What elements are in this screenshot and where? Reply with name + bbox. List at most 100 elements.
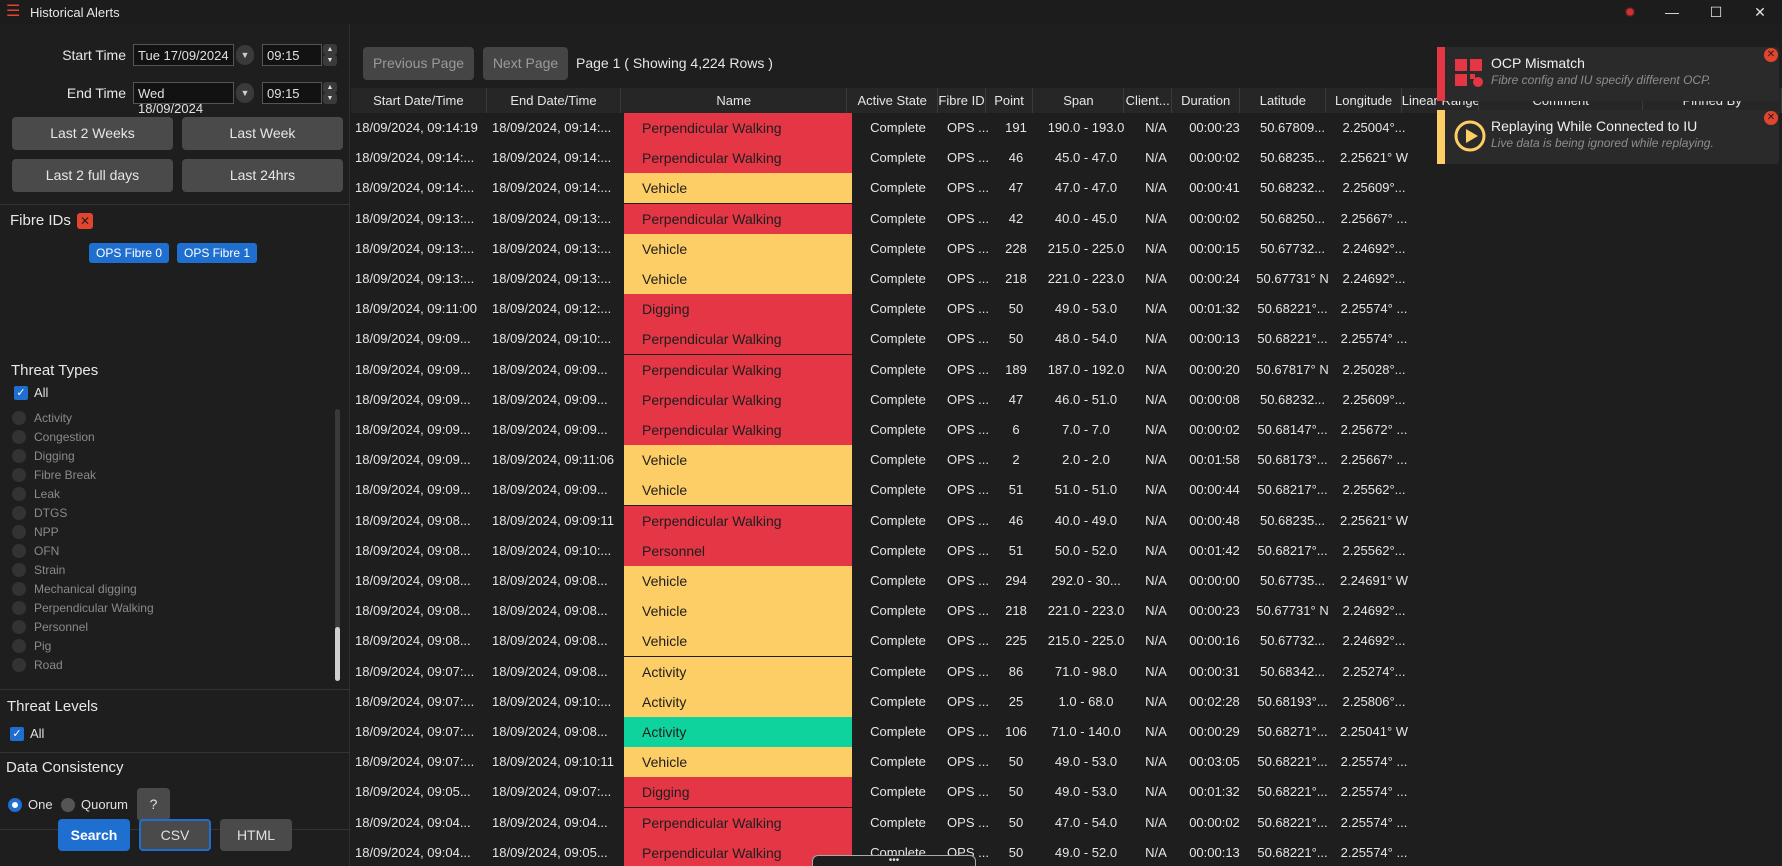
table-cell: 189 <box>1005 361 1027 377</box>
previous-page-button[interactable]: Previous Page <box>363 47 474 80</box>
table-row[interactable]: 18/09/2024, 09:14:... 18/09/2024, 09:14:.… <box>351 143 1412 174</box>
consistency-quorum-radio[interactable]: Quorum <box>61 797 128 812</box>
table-row[interactable]: 18/09/2024, 09:09... 18/09/2024, 09:11:06… <box>351 445 1412 476</box>
table-row[interactable]: 18/09/2024, 09:05... 18/09/2024, 09:07:..… <box>351 777 1412 808</box>
table-cell: Complete <box>870 693 926 709</box>
table-row[interactable]: 18/09/2024, 09:07:... 18/09/2024, 09:10:1… <box>351 747 1412 778</box>
last-week-button[interactable]: Last Week <box>182 117 343 150</box>
threat-list-scrollbar[interactable] <box>335 409 340 681</box>
search-button[interactable]: Search <box>58 819 130 851</box>
table-cell: 00:00:23 <box>1189 603 1240 619</box>
table-cell: 18/09/2024, 09:10:11 <box>492 754 614 770</box>
end-date-dropdown[interactable]: ▼ <box>236 83 254 103</box>
table-row[interactable]: 18/09/2024, 09:08... 18/09/2024, 09:08...… <box>351 566 1412 596</box>
table-cell: 50.68193°... <box>1257 693 1328 709</box>
start-date-dropdown[interactable]: ▼ <box>236 45 254 65</box>
end-time-field[interactable]: 09:15 <box>262 82 322 104</box>
table-cell: N/A <box>1145 693 1167 709</box>
minimize-button[interactable]: — <box>1665 4 1679 20</box>
column-header[interactable]: Longitude <box>1326 88 1402 113</box>
column-header[interactable]: Client... <box>1124 88 1172 113</box>
table-cell: Vehicle <box>624 747 852 778</box>
table-row[interactable]: 18/09/2024, 09:04... 18/09/2024, 09:05...… <box>351 837 1412 866</box>
notification-ocp-mismatch[interactable]: OCP Mismatch Fibre config and IU specify… <box>1437 47 1779 101</box>
next-page-button[interactable]: Next Page <box>483 47 568 80</box>
table-row[interactable]: 18/09/2024, 09:11:00 18/09/2024, 09:12:..… <box>351 294 1412 325</box>
threat-type-item[interactable]: Congestion <box>12 427 332 446</box>
table-cell: 106 <box>1005 724 1027 739</box>
table-cell: 2.25574° ... <box>1340 754 1408 770</box>
threat-type-item[interactable]: NPP <box>12 522 332 541</box>
table-row[interactable]: 18/09/2024, 09:09... 18/09/2024, 09:09...… <box>351 415 1412 445</box>
column-header[interactable]: Span <box>1033 88 1125 113</box>
threat-type-item[interactable]: Mechanical digging <box>12 579 332 598</box>
table-row[interactable]: 18/09/2024, 09:07:... 18/09/2024, 09:08..… <box>351 717 1412 747</box>
table-cell: 215.0 - 225.0 <box>1047 240 1125 256</box>
threat-type-item[interactable]: Leak <box>12 484 332 503</box>
table-cell: 18/09/2024, 09:04... <box>355 844 471 860</box>
table-row[interactable]: 18/09/2024, 09:09... 18/09/2024, 09:09...… <box>351 354 1412 385</box>
table-cell: Complete <box>870 512 926 528</box>
column-header[interactable]: Fibre ID <box>938 88 986 113</box>
threat-type-item[interactable]: Personnel <box>12 617 332 636</box>
table-row[interactable]: 18/09/2024, 09:08... 18/09/2024, 09:10:..… <box>351 535 1412 566</box>
table-row[interactable]: 18/09/2024, 09:07:... 18/09/2024, 09:08..… <box>351 656 1412 687</box>
threat-type-item[interactable]: Fibre Break <box>12 465 332 484</box>
close-button[interactable]: ✕ <box>1754 3 1766 20</box>
column-header[interactable]: End Date/Time <box>487 88 622 113</box>
threat-type-item[interactable]: Strain <box>12 560 332 579</box>
table-row[interactable]: 18/09/2024, 09:09... 18/09/2024, 09:09...… <box>351 384 1412 415</box>
column-header[interactable]: Latitude <box>1240 88 1327 113</box>
table-row[interactable]: 18/09/2024, 09:08... 18/09/2024, 09:08...… <box>351 596 1412 627</box>
column-header[interactable]: Duration <box>1172 88 1241 113</box>
column-header[interactable]: Active State <box>847 88 939 113</box>
bug-icon[interactable]: ✹ <box>1624 3 1636 20</box>
last-24hrs-button[interactable]: Last 24hrs <box>182 159 343 192</box>
help-button[interactable]: ? <box>137 788 170 821</box>
table-cell: 47.0 - 47.0 <box>1054 180 1118 196</box>
csv-button[interactable]: CSV <box>139 819 211 851</box>
table-row[interactable]: 18/09/2024, 09:14:19 18/09/2024, 09:14:..… <box>351 113 1412 143</box>
end-time-spinner[interactable]: ▲ ▼ <box>323 82 337 104</box>
table-row[interactable]: 18/09/2024, 09:08... 18/09/2024, 09:09:11… <box>351 505 1412 536</box>
table-row[interactable]: 18/09/2024, 09:07:... 18/09/2024, 09:10:.… <box>351 686 1412 717</box>
threat-type-item[interactable]: OFN <box>12 541 332 560</box>
threat-type-item[interactable]: Activity <box>12 408 332 427</box>
end-date-field[interactable]: Wed 18/09/2024 <box>133 82 234 116</box>
threat-type-item[interactable]: Pig <box>12 636 332 655</box>
threat-type-item[interactable]: Digging <box>12 446 332 465</box>
maximize-button[interactable]: ☐ <box>1709 3 1723 20</box>
start-time-spinner[interactable]: ▲ ▼ <box>323 44 337 66</box>
threat-type-item[interactable]: Road <box>12 655 332 674</box>
fibre-chip[interactable]: OPS Fibre 1 <box>177 243 258 263</box>
table-cell: 00:00:24 <box>1189 271 1240 286</box>
column-header[interactable]: Name <box>621 88 848 113</box>
clear-fibre-icon[interactable]: ✕ <box>77 213 93 229</box>
consistency-one-radio[interactable]: One <box>8 797 53 812</box>
notification-replaying[interactable]: Replaying While Connected to IU Live dat… <box>1437 110 1779 164</box>
column-header[interactable]: Start Date/Time <box>351 88 487 113</box>
column-header[interactable]: Point <box>986 88 1034 113</box>
threat-type-item[interactable]: Perpendicular Walking <box>12 598 332 617</box>
threat-type-item[interactable]: DTGS <box>12 503 332 522</box>
drag-handle[interactable]: ••• <box>812 855 976 866</box>
start-date-field[interactable]: Tue 17/09/2024 <box>133 44 234 66</box>
threat-levels-all-checkbox[interactable]: ✓ All <box>10 726 44 741</box>
fibre-chip[interactable]: OPS Fibre 0 <box>89 243 170 263</box>
last-2-full-days-button[interactable]: Last 2 full days <box>12 159 173 192</box>
close-icon[interactable]: ✕ <box>1764 111 1778 125</box>
table-row[interactable]: 18/09/2024, 09:13:... 18/09/2024, 09:13:.… <box>351 203 1412 234</box>
table-row[interactable]: 18/09/2024, 09:09... 18/09/2024, 09:09...… <box>351 475 1412 506</box>
close-icon[interactable]: ✕ <box>1764 48 1778 62</box>
menu-icon[interactable]: ☰ <box>6 3 21 20</box>
table-row[interactable]: 18/09/2024, 09:09... 18/09/2024, 09:10:..… <box>351 324 1412 355</box>
last-2-weeks-button[interactable]: Last 2 Weeks <box>12 117 173 150</box>
table-row[interactable]: 18/09/2024, 09:14:... 18/09/2024, 09:14:.… <box>351 173 1412 204</box>
table-row[interactable]: 18/09/2024, 09:04... 18/09/2024, 09:04...… <box>351 807 1412 838</box>
table-row[interactable]: 18/09/2024, 09:13:... 18/09/2024, 09:13:.… <box>351 264 1412 294</box>
table-row[interactable]: 18/09/2024, 09:08... 18/09/2024, 09:08...… <box>351 626 1412 657</box>
start-time-field[interactable]: 09:15 <box>262 44 322 66</box>
threat-all-checkbox[interactable]: ✓ All <box>14 385 48 400</box>
html-button[interactable]: HTML <box>220 819 292 851</box>
table-row[interactable]: 18/09/2024, 09:13:... 18/09/2024, 09:13:.… <box>351 233 1412 264</box>
